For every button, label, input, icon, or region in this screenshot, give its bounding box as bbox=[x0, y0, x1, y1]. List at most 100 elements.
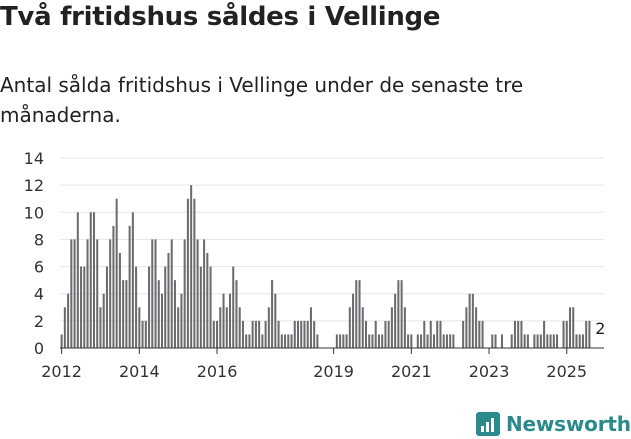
bar bbox=[462, 320, 465, 348]
bar bbox=[585, 320, 588, 348]
bar bbox=[241, 320, 244, 348]
bar bbox=[138, 307, 141, 348]
bar bbox=[76, 212, 79, 348]
bar bbox=[316, 334, 319, 348]
bar bbox=[348, 307, 351, 348]
x-tick-label: 2021 bbox=[391, 362, 432, 381]
bar bbox=[267, 307, 270, 348]
bar bbox=[358, 280, 361, 348]
bar bbox=[154, 239, 157, 348]
bar bbox=[290, 334, 293, 348]
y-tick-label: 2 bbox=[34, 312, 44, 331]
bar bbox=[371, 334, 374, 348]
bar bbox=[248, 334, 251, 348]
bar bbox=[481, 320, 484, 348]
bar bbox=[219, 307, 222, 348]
bar bbox=[552, 334, 555, 348]
bar bbox=[206, 253, 209, 348]
bar bbox=[232, 266, 235, 348]
bar bbox=[403, 307, 406, 348]
bar bbox=[452, 334, 455, 348]
bar-chart: 0 2 4 6 8 10 12 14 2012 2014 2016 2019 2021 2023 2025 2 bbox=[24, 149, 606, 381]
bar bbox=[575, 334, 578, 348]
bar bbox=[293, 320, 296, 348]
bar bbox=[99, 307, 102, 348]
bar bbox=[539, 334, 542, 348]
bar bbox=[157, 280, 160, 348]
newsworthy-icon bbox=[476, 412, 500, 436]
bar bbox=[186, 198, 189, 348]
chart-subtitle: Antal sålda fritidshus i Vellinge under … bbox=[0, 73, 524, 127]
x-tick-label: 2012 bbox=[41, 362, 82, 381]
bar bbox=[164, 266, 167, 348]
bar bbox=[109, 239, 112, 348]
bar bbox=[261, 334, 264, 348]
x-tick-label: 2023 bbox=[469, 362, 510, 381]
bar bbox=[89, 212, 92, 348]
bar bbox=[238, 307, 241, 348]
bar bbox=[300, 320, 303, 348]
bar bbox=[303, 320, 306, 348]
y-tick-label: 0 bbox=[34, 339, 44, 358]
bar bbox=[251, 320, 254, 348]
bar bbox=[390, 307, 393, 348]
bar bbox=[306, 320, 309, 348]
bar bbox=[274, 293, 277, 348]
bar bbox=[125, 280, 128, 348]
bar bbox=[377, 334, 380, 348]
bar bbox=[520, 320, 523, 348]
y-tick-label: 4 bbox=[34, 285, 44, 304]
bar bbox=[368, 334, 371, 348]
bar bbox=[510, 334, 513, 348]
bar bbox=[465, 307, 468, 348]
bar bbox=[556, 334, 559, 348]
bar bbox=[581, 334, 584, 348]
bar bbox=[222, 293, 225, 348]
y-tick-label: 8 bbox=[34, 230, 44, 249]
bar bbox=[209, 266, 212, 348]
bar bbox=[144, 320, 147, 348]
bar bbox=[96, 239, 99, 348]
bar bbox=[296, 320, 300, 348]
bar bbox=[70, 239, 73, 348]
bar bbox=[381, 334, 384, 348]
bar bbox=[118, 253, 121, 348]
bar bbox=[148, 266, 151, 348]
bar bbox=[309, 307, 312, 348]
bar bbox=[523, 334, 526, 348]
bar bbox=[167, 253, 170, 348]
bar bbox=[517, 320, 520, 348]
bar bbox=[212, 320, 215, 348]
bar bbox=[254, 320, 257, 348]
bar bbox=[471, 293, 474, 348]
bar bbox=[500, 334, 504, 348]
bar bbox=[549, 334, 552, 348]
bar bbox=[122, 280, 125, 348]
bar bbox=[384, 320, 387, 348]
bar bbox=[572, 307, 575, 348]
y-tick-label: 6 bbox=[34, 258, 44, 277]
bar bbox=[565, 320, 568, 348]
bar bbox=[533, 334, 536, 348]
bar bbox=[190, 185, 193, 348]
bar bbox=[345, 334, 348, 348]
bar bbox=[199, 266, 202, 348]
bar bbox=[193, 198, 196, 348]
bar bbox=[374, 320, 377, 348]
bar bbox=[387, 320, 390, 348]
bar bbox=[173, 280, 176, 348]
bar bbox=[92, 212, 96, 348]
x-tick-label: 2016 bbox=[197, 362, 238, 381]
bar bbox=[562, 320, 565, 348]
bar bbox=[80, 266, 83, 348]
bar bbox=[196, 239, 199, 348]
bar bbox=[439, 320, 442, 348]
bar bbox=[170, 239, 173, 348]
bar bbox=[442, 334, 445, 348]
bar bbox=[115, 198, 118, 348]
x-tick-label: 2025 bbox=[546, 362, 587, 381]
bar bbox=[543, 320, 546, 348]
bar bbox=[287, 334, 290, 348]
bar bbox=[339, 334, 342, 348]
x-tick-label: 2019 bbox=[313, 362, 354, 381]
